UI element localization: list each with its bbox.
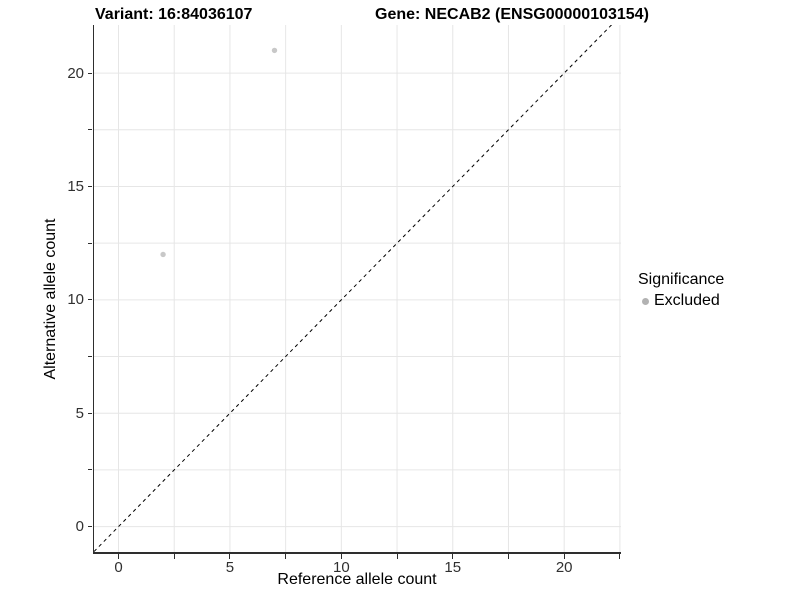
y-tick-mark <box>87 129 92 131</box>
gene-title: Gene: NECAB2 (ENSG00000103154) <box>375 6 649 23</box>
y-tick-label: 15 <box>67 177 84 195</box>
x-tick-mark <box>563 554 565 559</box>
y-tick-mark <box>87 299 92 301</box>
x-tick-mark <box>507 554 509 559</box>
y-tick-mark <box>87 185 92 187</box>
y-tick-mark <box>87 412 92 414</box>
x-tick-label: 15 <box>444 559 462 576</box>
legend-point-icon <box>642 297 649 305</box>
x-tick-mark <box>452 554 454 559</box>
y-tick-label: 0 <box>75 518 84 536</box>
x-tick-label: 10 <box>333 559 350 576</box>
x-tick-mark <box>229 554 231 559</box>
x-tick-mark <box>396 554 398 559</box>
x-axis-title: Reference allele count <box>277 571 437 588</box>
x-tick-mark <box>118 554 119 559</box>
y-tick-mark <box>87 526 92 528</box>
x-tick-label: 0 <box>114 559 123 576</box>
y-tick-mark <box>87 469 92 471</box>
variant-title: Variant: 16:84036107 <box>95 6 253 23</box>
data-point <box>271 47 277 54</box>
x-tick-label: 20 <box>555 559 573 576</box>
y-tick-label: 5 <box>75 404 84 422</box>
x-tick-mark <box>619 554 621 559</box>
y-tick-mark <box>87 356 92 358</box>
y-tick-label: 20 <box>67 64 84 82</box>
x-tick-label: 5 <box>225 559 235 576</box>
y-tick-mark <box>87 72 92 74</box>
legend-item-excluded: Excluded <box>638 292 724 310</box>
identity-line <box>93 25 612 552</box>
plot-panel <box>92 25 621 554</box>
legend-item-label: Excluded <box>654 292 720 309</box>
x-tick-mark <box>285 554 287 559</box>
legend: Significance Excluded <box>638 271 724 310</box>
x-tick-mark <box>340 554 342 559</box>
plot-canvas <box>93 25 621 552</box>
x-tick-mark <box>173 554 175 559</box>
data-point <box>159 251 166 258</box>
y-tick-mark <box>87 242 92 244</box>
y-tick-label: 10 <box>67 291 84 309</box>
legend-title: Significance <box>638 271 725 288</box>
